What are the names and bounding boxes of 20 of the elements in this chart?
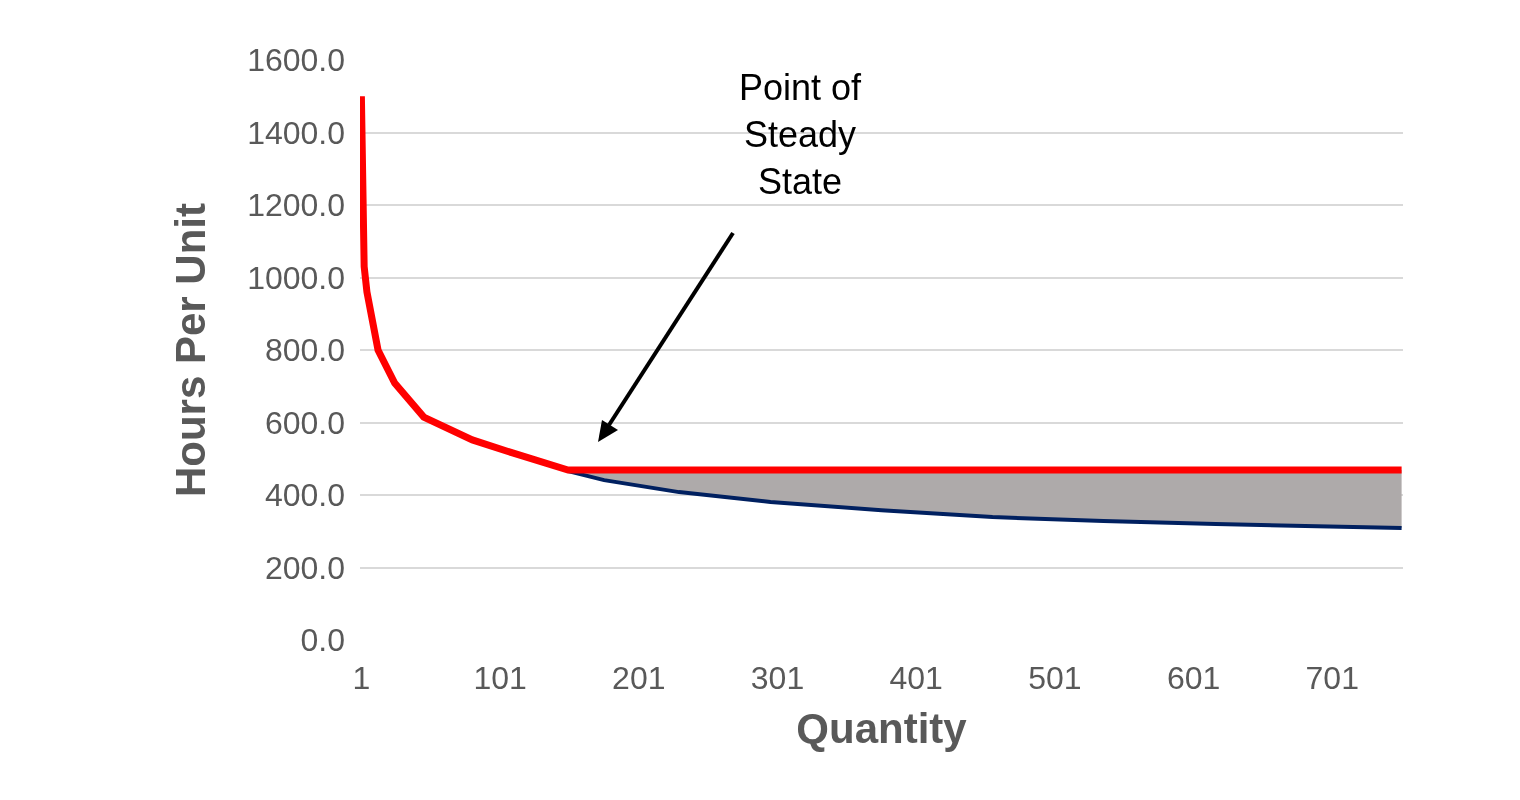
x-tick-label: 701 — [1305, 660, 1359, 696]
x-tick-label: 1 — [352, 660, 371, 696]
x-tick-label: 401 — [889, 660, 943, 696]
x-tick-label: 101 — [473, 660, 527, 696]
x-tick-label: 601 — [1166, 660, 1221, 696]
y-axis-title: Hours Per Unit — [166, 202, 214, 498]
y-tick-label: 0.0 — [300, 622, 345, 659]
x-tick-label: 501 — [1028, 660, 1082, 696]
x-tick-label: 201 — [612, 660, 666, 696]
y-tick-label: 1600.0 — [247, 42, 345, 79]
y-tick-label: 400.0 — [264, 477, 345, 514]
y-tick-label: 600.0 — [264, 404, 345, 441]
x-tick-label: 301 — [750, 660, 805, 696]
x-axis-title: Quantity — [796, 704, 968, 752]
y-tick-label: 1200.0 — [247, 187, 345, 224]
y-tick-label: 1000.0 — [247, 259, 345, 296]
y-tick-label: 1400.0 — [247, 114, 345, 151]
annotation: Point of Steady State — [739, 67, 863, 202]
y-tick-label: 200.0 — [264, 549, 345, 586]
y-tick-label: 800.0 — [264, 332, 345, 369]
